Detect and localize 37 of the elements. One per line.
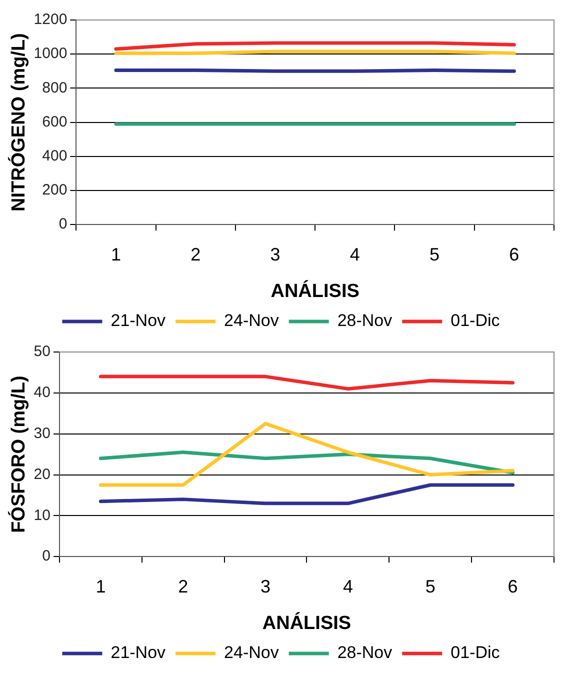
legend-label: 28-Nov (337, 643, 393, 662)
legend-label: 21-Nov (110, 643, 166, 662)
legend-label: 01-Dic (450, 311, 500, 330)
y-tick-label: 1000 (34, 45, 68, 62)
x-tick-label: 4 (350, 244, 360, 264)
x-tick-label: 3 (260, 576, 271, 596)
legend-label: 01-Dic (450, 643, 500, 662)
x-tick-label: 1 (96, 576, 106, 596)
x-tick-label: 1 (110, 244, 121, 264)
y-axis-title: NITRÓGENO (mg/L) (8, 33, 30, 212)
legend-label: 21-Nov (110, 311, 166, 330)
x-tick-label: 2 (178, 576, 188, 596)
y-tick-label: 30 (34, 424, 50, 442)
y-tick-label: 400 (42, 148, 68, 165)
y-tick-label: 0 (42, 548, 50, 565)
y-tick-label: 600 (42, 113, 68, 130)
y-tick-label: 200 (42, 182, 68, 199)
y-tick-label: 0 (58, 216, 68, 233)
y-tick-label: 40 (34, 384, 50, 402)
x-tick-label: 6 (509, 244, 520, 264)
x-tick-label: 2 (190, 244, 201, 264)
y-tick-label: 10 (34, 506, 50, 524)
y-tick-label: 800 (42, 79, 68, 96)
legend-label: 28-Nov (337, 311, 393, 330)
x-tick-label: 6 (508, 576, 518, 596)
x-axis-title: ANÁLISIS (270, 280, 360, 302)
x-axis-title: ANÁLISIS (262, 612, 352, 634)
legend-label: 24-Nov (224, 643, 280, 662)
x-tick-label: 3 (270, 244, 280, 264)
x-tick-label: 4 (342, 576, 353, 596)
x-tick-label: 5 (430, 244, 440, 264)
legend-label: 24-Nov (224, 311, 280, 330)
y-axis-title: FÓSFORO (mg/L) (8, 376, 30, 533)
x-tick-label: 5 (425, 576, 436, 596)
y-tick-label: 20 (34, 466, 50, 483)
y-tick-label: 50 (34, 343, 50, 360)
y-tick-label: 1200 (34, 11, 68, 28)
